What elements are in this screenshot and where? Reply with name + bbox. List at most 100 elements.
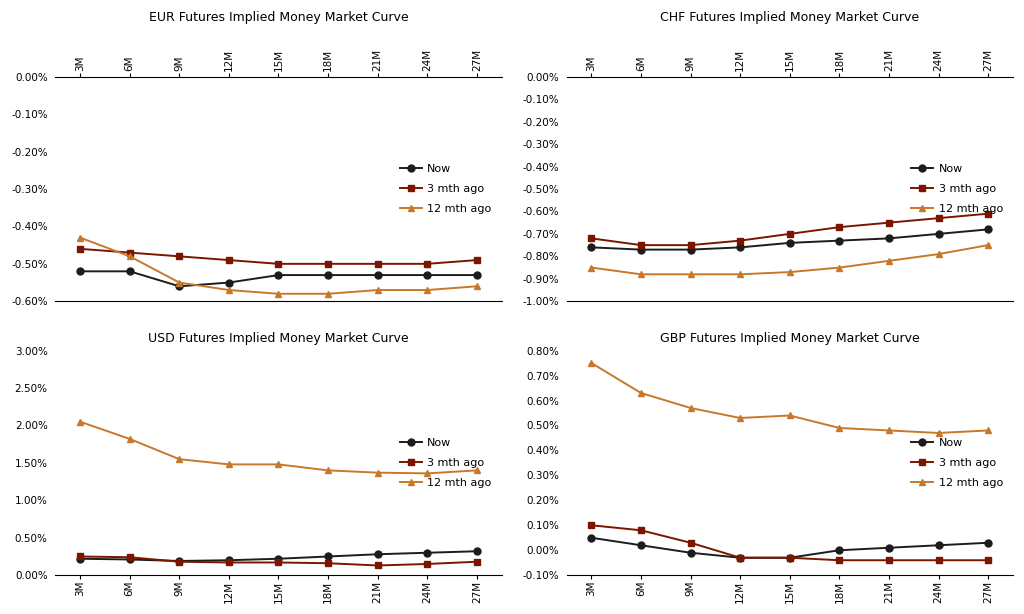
3 mth ago (272, 559, 285, 566)
Legend: Now, 3 mth ago, 12 mth ago: Now, 3 mth ago, 12 mth ago (906, 433, 1008, 492)
3 mth ago (586, 522, 598, 529)
Line: 12 mth ago: 12 mth ago (588, 360, 991, 437)
12 mth ago (173, 279, 185, 286)
3 mth ago (883, 556, 895, 564)
Now (372, 551, 384, 558)
Now (322, 553, 334, 560)
12 mth ago (834, 264, 846, 271)
3 mth ago (982, 210, 994, 217)
3 mth ago (586, 235, 598, 242)
Now (982, 226, 994, 233)
12 mth ago (933, 429, 945, 437)
3 mth ago (883, 219, 895, 227)
12 mth ago (982, 427, 994, 434)
12 mth ago (74, 418, 86, 426)
Now (635, 246, 647, 254)
Title: GBP Futures Implied Money Market Curve: GBP Futures Implied Money Market Curve (659, 332, 920, 345)
Now (322, 271, 334, 279)
12 mth ago (322, 290, 334, 297)
12 mth ago (883, 427, 895, 434)
12 mth ago (223, 286, 236, 293)
12 mth ago (586, 359, 598, 367)
Now (982, 539, 994, 546)
3 mth ago (173, 558, 185, 565)
3 mth ago (124, 554, 136, 561)
12 mth ago (834, 424, 846, 432)
3 mth ago (173, 253, 185, 260)
Line: 12 mth ago: 12 mth ago (77, 234, 480, 297)
12 mth ago (883, 257, 895, 265)
Line: 3 mth ago: 3 mth ago (588, 210, 991, 249)
12 mth ago (421, 470, 433, 477)
Now (74, 555, 86, 562)
12 mth ago (471, 467, 483, 474)
Now (933, 542, 945, 549)
3 mth ago (734, 237, 746, 244)
Title: USD Futures Implied Money Market Curve: USD Futures Implied Money Market Curve (148, 332, 409, 345)
3 mth ago (223, 559, 236, 566)
Now (734, 244, 746, 251)
12 mth ago (734, 414, 746, 422)
Line: 12 mth ago: 12 mth ago (588, 242, 991, 278)
12 mth ago (933, 251, 945, 258)
3 mth ago (124, 249, 136, 256)
3 mth ago (421, 561, 433, 568)
Now (684, 549, 696, 556)
Line: 3 mth ago: 3 mth ago (77, 553, 480, 569)
Now (471, 271, 483, 279)
3 mth ago (372, 260, 384, 268)
3 mth ago (933, 556, 945, 564)
12 mth ago (124, 435, 136, 443)
3 mth ago (322, 260, 334, 268)
12 mth ago (586, 264, 598, 271)
12 mth ago (421, 286, 433, 293)
12 mth ago (783, 268, 796, 276)
3 mth ago (933, 214, 945, 222)
3 mth ago (834, 223, 846, 231)
3 mth ago (272, 260, 285, 268)
Line: Now: Now (588, 534, 991, 561)
Now (883, 235, 895, 242)
12 mth ago (124, 253, 136, 260)
12 mth ago (471, 282, 483, 290)
12 mth ago (372, 286, 384, 293)
12 mth ago (372, 469, 384, 476)
Now (173, 282, 185, 290)
Now (586, 534, 598, 542)
Legend: Now, 3 mth ago, 12 mth ago: Now, 3 mth ago, 12 mth ago (395, 433, 496, 492)
12 mth ago (783, 412, 796, 419)
3 mth ago (635, 527, 647, 534)
12 mth ago (684, 271, 696, 278)
Now (783, 554, 796, 561)
Now (372, 271, 384, 279)
Now (173, 558, 185, 565)
Line: Now: Now (588, 226, 991, 253)
3 mth ago (734, 554, 746, 561)
3 mth ago (471, 257, 483, 264)
Line: Now: Now (77, 548, 480, 564)
Now (272, 271, 285, 279)
12 mth ago (982, 241, 994, 249)
Now (586, 244, 598, 251)
12 mth ago (173, 456, 185, 463)
3 mth ago (635, 241, 647, 249)
Now (74, 268, 86, 275)
12 mth ago (635, 389, 647, 397)
Legend: Now, 3 mth ago, 12 mth ago: Now, 3 mth ago, 12 mth ago (906, 160, 1008, 219)
Title: CHF Futures Implied Money Market Curve: CHF Futures Implied Money Market Curve (660, 11, 920, 24)
Line: Now: Now (77, 268, 480, 290)
Now (124, 268, 136, 275)
12 mth ago (635, 271, 647, 278)
3 mth ago (684, 539, 696, 546)
Now (734, 554, 746, 561)
Now (883, 544, 895, 551)
3 mth ago (834, 556, 846, 564)
Now (421, 549, 433, 556)
Now (783, 239, 796, 247)
Line: 3 mth ago: 3 mth ago (77, 246, 480, 267)
3 mth ago (982, 556, 994, 564)
3 mth ago (322, 559, 334, 567)
3 mth ago (783, 554, 796, 561)
3 mth ago (74, 553, 86, 560)
3 mth ago (421, 260, 433, 268)
